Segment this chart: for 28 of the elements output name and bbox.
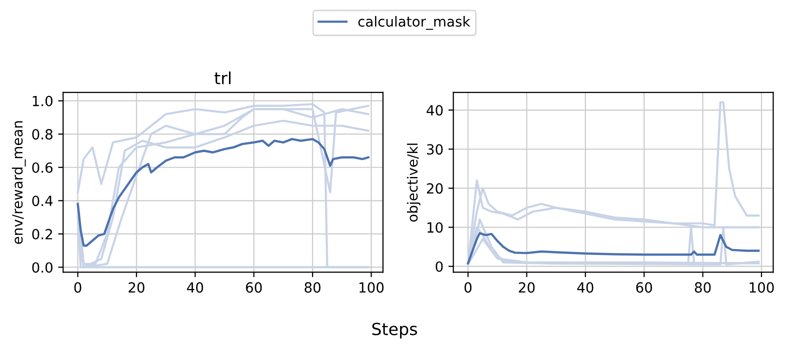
legend-label: calculator_mask xyxy=(358,16,470,30)
y-tick-label: 20 xyxy=(426,183,443,194)
x-tick-label: 80 xyxy=(694,282,711,293)
x-axis-title: Steps xyxy=(372,322,417,339)
y-tick-label: 1.0 xyxy=(32,96,52,106)
x-tick-label: 60 xyxy=(246,282,262,293)
x-tick-label: 100 xyxy=(750,282,774,293)
x-tick-label: 40 xyxy=(577,282,594,293)
x-tick-label: 20 xyxy=(518,282,535,293)
y-axis-title: objective/kl xyxy=(406,144,420,222)
x-tick-label: 20 xyxy=(128,282,144,293)
x-tick-label: 0 xyxy=(74,282,82,293)
y-tick-label: 0.4 xyxy=(32,196,53,206)
y-tick-label: 40 xyxy=(426,105,443,116)
x-tick-label: 40 xyxy=(187,282,204,293)
x-tick-label: 100 xyxy=(360,282,384,293)
y-tick-label: 0.8 xyxy=(32,129,52,140)
y-tick-label: 10 xyxy=(427,222,443,233)
chart-title: trl xyxy=(214,71,230,84)
y-tick-label: 30 xyxy=(427,144,443,155)
y-axis-title: env/reward_mean xyxy=(12,121,26,244)
x-tick-label: 80 xyxy=(304,282,320,293)
x-tick-label: 60 xyxy=(636,282,652,293)
y-tick-label: 0.2 xyxy=(32,228,52,240)
y-tick-label: 0.0 xyxy=(32,262,52,273)
x-tick-label: 0 xyxy=(464,282,472,293)
y-tick-label: 0 xyxy=(436,261,443,272)
y-tick-label: 0.6 xyxy=(32,162,53,173)
